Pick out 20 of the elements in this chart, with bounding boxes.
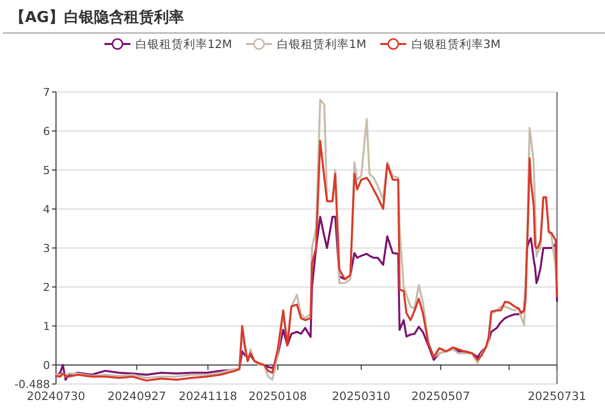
y-tick-label: 7 — [43, 86, 50, 99]
x-tick-label: 20250731 — [528, 389, 586, 403]
legend-label: 白银租赁利率12M — [135, 37, 232, 51]
y-tick-label: 4 — [43, 202, 50, 216]
y-tick-label: 0 — [43, 358, 50, 372]
y-tick-label: -0.488 — [14, 378, 50, 391]
y-tick-label: 3 — [43, 242, 50, 255]
chart-title: 【AG】白银隐含租赁利率 — [10, 8, 184, 26]
legend-label: 白银租赁利率1M — [277, 37, 366, 51]
x-tick-label: 20250108 — [248, 389, 308, 403]
x-tick-label: 20240730 — [26, 389, 86, 403]
y-tick-label: 2 — [43, 280, 50, 294]
legend-label: 白银租赁利率3M — [411, 37, 501, 51]
y-tick-label: 5 — [43, 164, 50, 177]
y-tick-label: 6 — [43, 124, 50, 138]
x-tick-label: 20250507 — [411, 389, 470, 403]
x-tick-label: 20250310 — [332, 389, 391, 403]
x-tick-label: 20240927 — [107, 389, 166, 403]
y-tick-label: 1 — [43, 320, 50, 333]
x-tick-label: 20241118 — [178, 389, 238, 403]
